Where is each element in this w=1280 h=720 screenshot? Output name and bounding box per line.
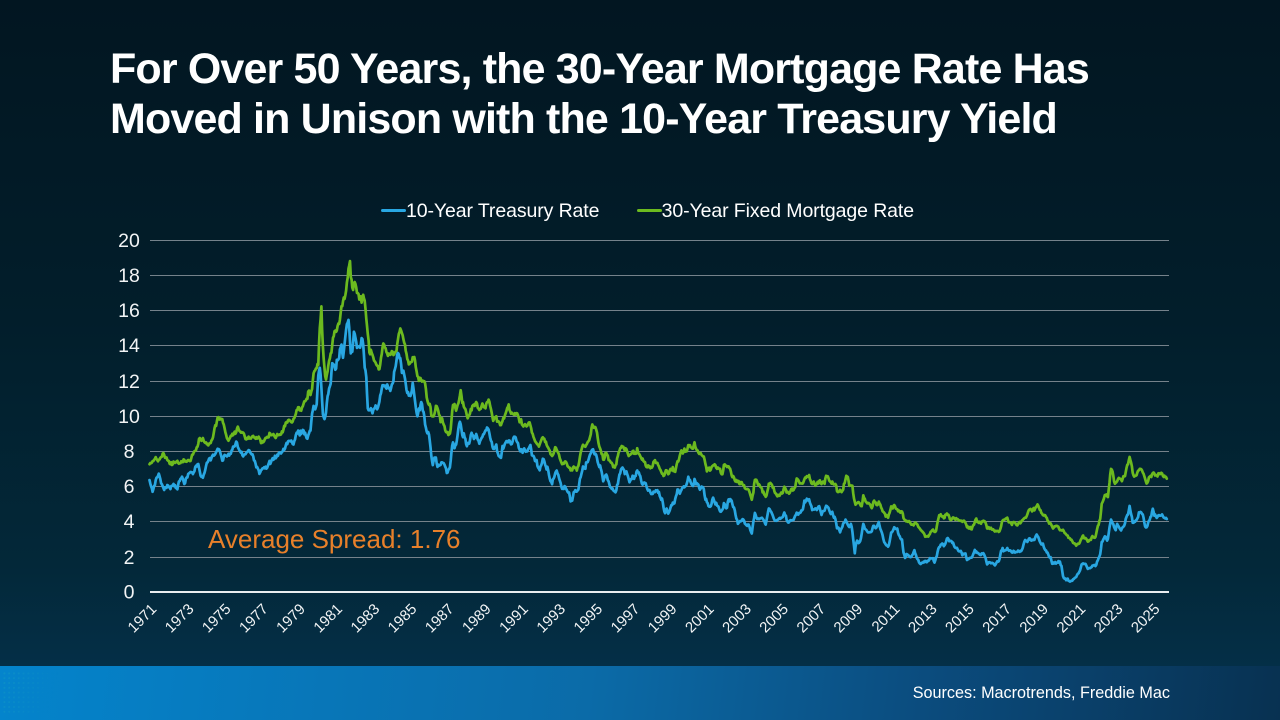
- svg-text:2009: 2009: [831, 601, 867, 637]
- svg-text:12: 12: [118, 371, 140, 393]
- svg-text:2023: 2023: [1091, 601, 1127, 637]
- svg-text:2011: 2011: [869, 601, 904, 636]
- svg-text:4: 4: [124, 511, 135, 533]
- svg-text:1999: 1999: [645, 601, 681, 637]
- svg-text:2019: 2019: [1016, 601, 1052, 637]
- svg-text:1977: 1977: [236, 601, 272, 637]
- svg-text:2025: 2025: [1128, 601, 1164, 637]
- svg-text:2001: 2001: [682, 601, 718, 637]
- svg-text:2017: 2017: [979, 601, 1015, 637]
- svg-text:2013: 2013: [905, 601, 941, 637]
- svg-text:1985: 1985: [385, 601, 421, 637]
- svg-text:1971: 1971: [125, 601, 161, 637]
- svg-text:2021: 2021: [1054, 601, 1090, 637]
- svg-text:6: 6: [124, 476, 135, 498]
- svg-text:1987: 1987: [422, 601, 458, 637]
- svg-text:1975: 1975: [199, 601, 235, 637]
- svg-text:2005: 2005: [756, 601, 792, 637]
- svg-text:8: 8: [124, 441, 135, 463]
- svg-text:18: 18: [118, 265, 140, 287]
- svg-text:1973: 1973: [162, 601, 198, 637]
- svg-text:1979: 1979: [273, 601, 309, 637]
- svg-text:1995: 1995: [571, 601, 607, 637]
- svg-text:1989: 1989: [459, 601, 495, 637]
- svg-text:10: 10: [118, 406, 140, 428]
- svg-text:2: 2: [124, 547, 135, 569]
- svg-text:2003: 2003: [719, 601, 755, 637]
- svg-text:14: 14: [118, 335, 140, 357]
- svg-text:1993: 1993: [533, 601, 569, 637]
- svg-text:1981: 1981: [310, 601, 346, 637]
- svg-text:2015: 2015: [942, 601, 978, 637]
- svg-text:0: 0: [124, 582, 135, 604]
- svg-text:1991: 1991: [496, 601, 532, 637]
- svg-text:16: 16: [118, 300, 140, 322]
- svg-text:2007: 2007: [794, 601, 830, 637]
- svg-text:1997: 1997: [608, 601, 644, 637]
- svg-text:20: 20: [118, 230, 140, 252]
- svg-text:1983: 1983: [348, 601, 384, 637]
